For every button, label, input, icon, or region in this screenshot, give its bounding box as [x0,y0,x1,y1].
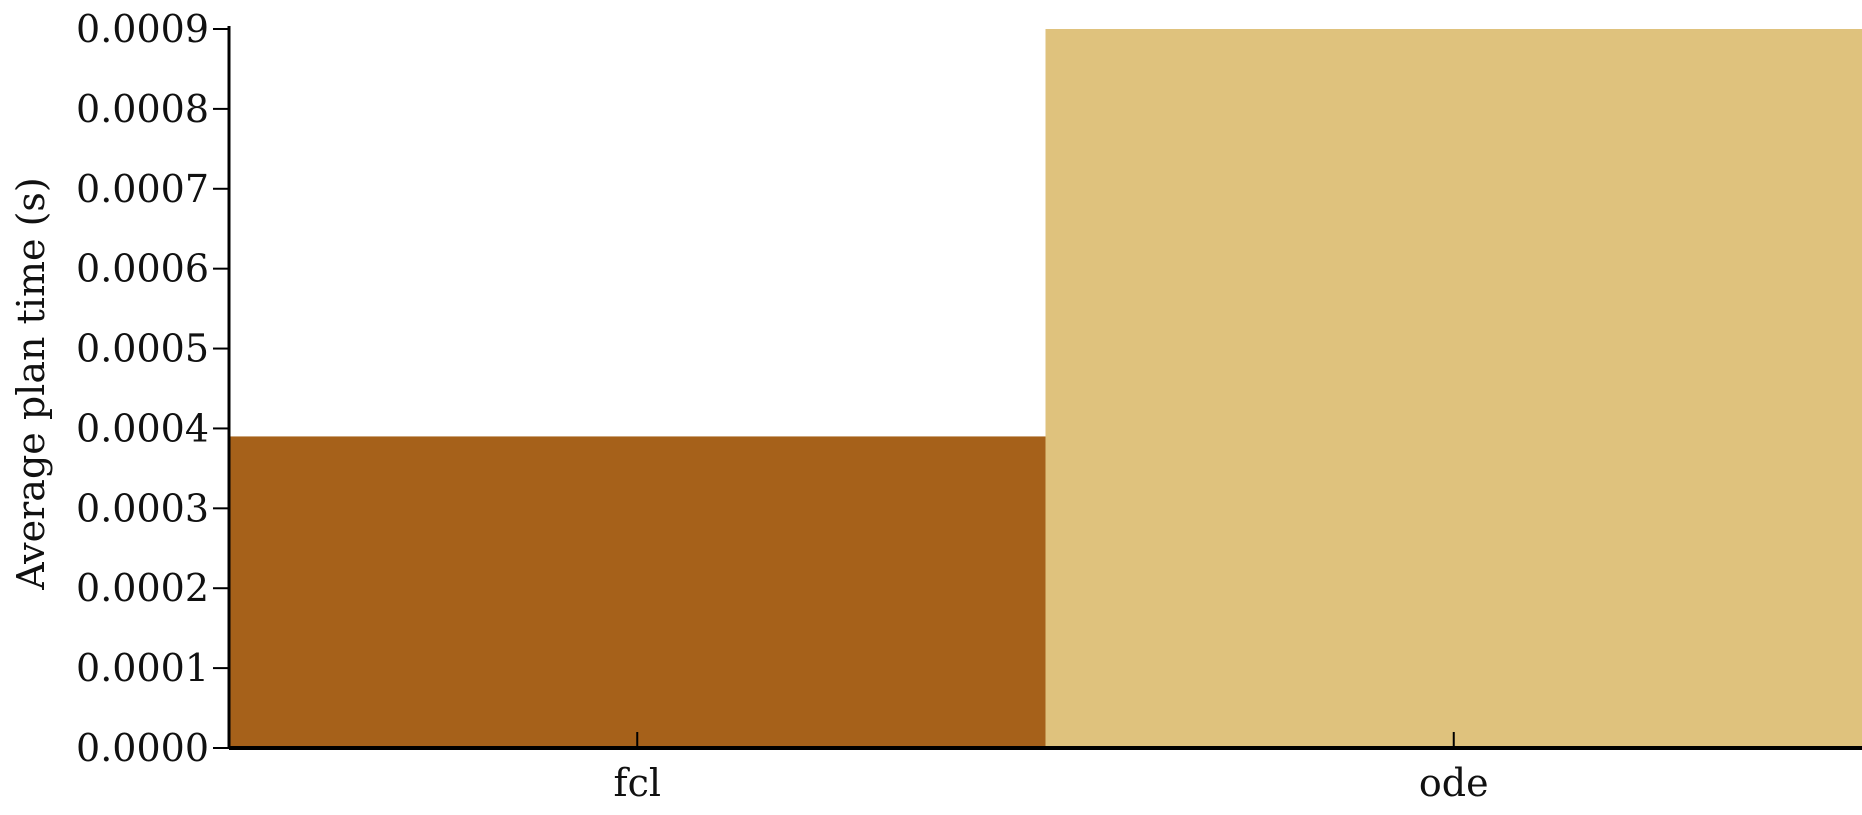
y-tick-label: 0.0004 [76,406,209,450]
x-ticks-group: fcl ode [614,732,1489,805]
y-tick-label: 0.0006 [76,247,209,291]
y-tick-label: 0.0000 [76,726,209,770]
bar-fcl [229,436,1046,748]
y-tick-label: 0.0005 [76,327,209,371]
y-tick-label: 0.0009 [76,7,209,51]
bar-ode [1045,29,1862,748]
x-tick-label: ode [1419,761,1489,805]
y-axis-label: Average plan time (s) [9,177,53,590]
y-ticks-group: 0.0000 0.0001 0.0002 0.0003 0.0004 0.0005 0.00… [76,7,229,770]
y-tick-label: 0.0002 [76,566,209,610]
y-tick-label: 0.0008 [76,87,209,131]
y-tick-label: 0.0001 [76,646,209,690]
bars-group [229,29,1862,748]
y-tick-label: 0.0003 [76,486,209,530]
y-tick-label: 0.0007 [76,167,209,211]
x-tick-label: fcl [614,761,662,805]
